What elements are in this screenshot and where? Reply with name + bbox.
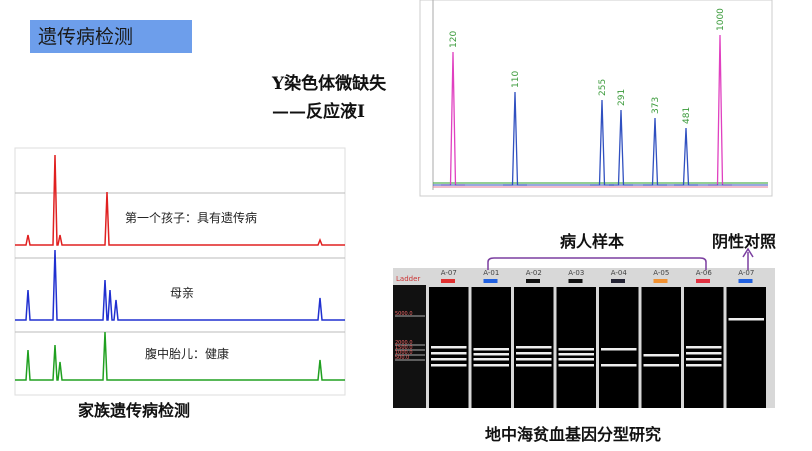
peak-label: 255 xyxy=(598,79,608,96)
lane-chip xyxy=(568,279,583,283)
band xyxy=(516,352,552,355)
band xyxy=(558,348,594,351)
bracket xyxy=(487,257,707,270)
lane xyxy=(556,287,596,408)
band xyxy=(473,358,509,361)
electropherogram: 120 110 255 291 373 481 1000 xyxy=(419,0,773,197)
band xyxy=(558,358,594,361)
lane-chip xyxy=(441,279,455,283)
lane xyxy=(641,287,681,408)
lane-label: A-01 xyxy=(483,269,499,277)
patients-label: 病人样本 xyxy=(560,232,624,251)
lane xyxy=(599,287,639,408)
lane-label: A-02 xyxy=(526,269,542,277)
band xyxy=(601,348,637,351)
band xyxy=(431,352,467,355)
band xyxy=(728,318,764,321)
lane-chip xyxy=(738,279,753,283)
band xyxy=(431,358,467,361)
band xyxy=(686,346,722,349)
lane-label: A-06 xyxy=(696,269,713,277)
y-title-2: ——反应液I xyxy=(272,101,365,122)
trace-label: 第一个孩子：具有遗传病 xyxy=(125,210,257,225)
trace-label: 母亲 xyxy=(170,286,194,300)
band xyxy=(516,358,552,361)
lane-chip xyxy=(696,279,710,283)
title: 遗传病检测 xyxy=(38,26,133,48)
trace xyxy=(15,249,345,321)
band xyxy=(473,364,509,367)
band xyxy=(643,364,679,367)
band xyxy=(431,364,467,367)
ladder-label: Ladder xyxy=(396,275,420,283)
lane xyxy=(471,287,511,408)
lane-chip xyxy=(611,279,625,283)
lane xyxy=(726,287,766,408)
band xyxy=(643,354,679,357)
trace xyxy=(15,154,345,246)
band xyxy=(473,353,509,356)
band xyxy=(601,364,637,367)
lane-chip xyxy=(653,279,668,283)
peak-label: 481 xyxy=(682,107,692,124)
band xyxy=(558,364,594,367)
lane-chip xyxy=(483,279,498,283)
lane-label: A-04 xyxy=(611,269,628,277)
gel-caption: 地中海贫血基因分型研究 xyxy=(485,425,661,444)
ladder-mark: 500.0 xyxy=(395,355,409,361)
lane-label: A-07 xyxy=(738,269,754,277)
trace-label: 腹中胎儿：健康 xyxy=(145,346,229,361)
ladder-mark: 2000.0 xyxy=(395,340,413,346)
band xyxy=(686,358,722,361)
title-box xyxy=(30,20,192,53)
band xyxy=(558,353,594,356)
arrow-head xyxy=(742,247,754,258)
negative-label: 阴性对照 xyxy=(712,232,776,251)
band xyxy=(473,348,509,351)
band xyxy=(516,346,552,349)
family-caption: 家族遗传病检测 xyxy=(78,401,190,420)
lane xyxy=(393,285,426,408)
band xyxy=(431,346,467,349)
ladder-mark: 1500.0 xyxy=(395,345,413,351)
peak-label: 291 xyxy=(617,89,627,106)
peak-label: 1000 xyxy=(716,8,726,31)
chart-frame xyxy=(14,147,346,396)
chart-frame xyxy=(419,0,773,197)
band xyxy=(516,364,552,367)
peak-label: 120 xyxy=(449,31,459,48)
peak-label: 373 xyxy=(651,97,661,114)
y-title-1: Y染色体微缺失 xyxy=(271,73,387,94)
lane-label: A-03 xyxy=(568,269,584,277)
trace xyxy=(15,331,345,381)
band xyxy=(686,352,722,355)
lane-label: A-05 xyxy=(653,269,669,277)
lane-label: A-07 xyxy=(441,269,457,277)
band xyxy=(686,364,722,367)
ladder-mark: 5000.0 xyxy=(395,311,413,317)
ladder-mark: 1000.0 xyxy=(395,350,413,356)
lane-chip xyxy=(526,279,540,283)
peak-label: 110 xyxy=(511,71,521,88)
